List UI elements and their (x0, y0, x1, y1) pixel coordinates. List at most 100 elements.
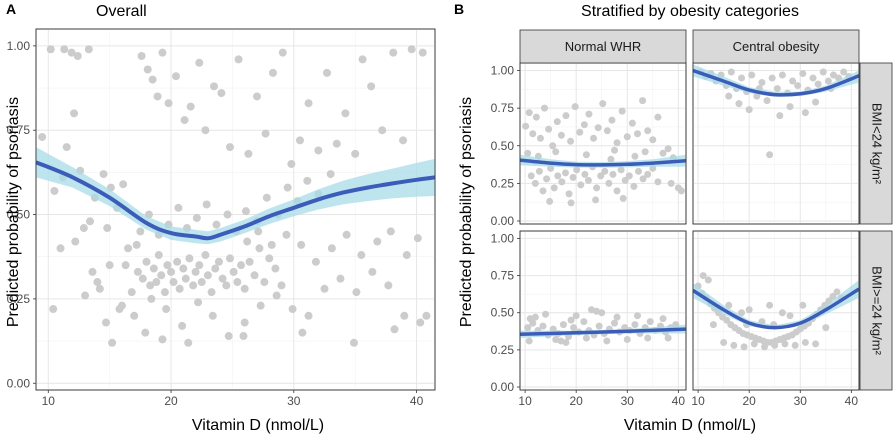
panel-a-point (46, 45, 55, 54)
panel-a-xlabel: Vitamin D (nmol/L) (192, 417, 324, 434)
facet-r0-c0-point (554, 172, 562, 180)
panel-a-point (84, 45, 93, 54)
facet-r0-c1-point (727, 68, 735, 76)
facet-r0-c0-point (546, 197, 554, 205)
facet-r1-c0-xtick-label: 30 (621, 394, 635, 408)
panel-b-title: Stratified by obesity categories (581, 3, 799, 20)
facet-r0-c0-background (519, 62, 687, 225)
panel-a-point (303, 176, 312, 185)
facet-r0-c1-point (763, 97, 771, 105)
facet-r0-c0-point (644, 170, 652, 178)
facet-r1-c0-ytick-label: 1.00 (491, 231, 515, 245)
panel-a-point (56, 244, 65, 253)
facet-r1-c0-point (570, 324, 578, 332)
facet-r0-c0-point (667, 179, 675, 187)
panel-a-point (261, 129, 270, 138)
row-strip-label-0: BMI<24 kg/m² (870, 103, 885, 185)
facet-r1-c0-point (582, 334, 590, 342)
facet-r0-c0-point (545, 125, 553, 133)
facet-r0-c0-ytick-label: 1.00 (491, 64, 515, 78)
facet-r0-c1-point (824, 77, 832, 85)
facet-r1-c0-point (664, 334, 672, 342)
panel-a-point (336, 274, 345, 283)
panel-a-xtick-label: 10 (42, 394, 56, 408)
facet-r0-c0-point (630, 182, 638, 190)
panel-a-point (142, 257, 151, 266)
panel-a-point (174, 203, 183, 212)
facet-r1-c0-point (526, 315, 534, 323)
facet-r0-c1-point (812, 98, 820, 106)
facet-r0-c1-point (829, 71, 837, 79)
facet-r1-c0-point (613, 313, 621, 321)
facet-r0-c0-point (569, 173, 577, 181)
panel-a-point (184, 338, 193, 347)
panel-a-point (73, 51, 82, 60)
facet-r0-c0-point (631, 152, 639, 160)
facet-r1-c1-point (720, 338, 728, 346)
facet-r0-c1-point (768, 74, 776, 82)
facet-r0-c0-point (577, 181, 585, 189)
facet-r0-c0-point (557, 131, 565, 139)
facet-r1-c0-point (580, 318, 588, 326)
facet-r0-c0-point (623, 133, 631, 141)
facet-r0-c0-point (558, 178, 566, 186)
panel-a-point (148, 75, 157, 84)
facet-r0-c0-point (609, 170, 617, 178)
facet-r0-c0-point (567, 199, 575, 207)
facet-r1-c0-point (644, 334, 652, 342)
panel-a-point (203, 271, 212, 280)
panel-b-ylabel: Predicted probability of psoriasis (458, 97, 475, 327)
facet-r0-c0-point (524, 149, 532, 157)
panel-a-point (175, 284, 184, 293)
facet-r1-c1-border (692, 230, 860, 391)
panel-a-point (287, 159, 296, 168)
facet-r1-c1-point (812, 340, 820, 348)
facet-r0-c0-point (613, 187, 621, 195)
panel-a-point (241, 207, 250, 216)
panel-a-point (86, 217, 95, 226)
panel-a-point (181, 274, 190, 283)
facet-r1-c0-ytick-label: 0.25 (491, 343, 515, 357)
facet-r1-c1-point (699, 272, 707, 280)
facet-r0-c0-point (539, 187, 547, 195)
facet-r1-c0-point (598, 309, 606, 317)
panel-a-point (225, 254, 234, 263)
facet-r1-c0-ytick-label: 0.50 (491, 306, 515, 320)
panel-a-point (327, 244, 336, 253)
facet-r1-c1-point (778, 309, 786, 317)
panel-a-point (278, 48, 287, 57)
panel-a-point (138, 274, 147, 283)
facet-r0-c0-point (592, 196, 600, 204)
facet-r0-c0-point (553, 118, 561, 126)
panel-a-point (240, 318, 249, 327)
panel-a-point (160, 288, 169, 297)
panel-a-point (265, 254, 274, 263)
panel-a-point (195, 261, 204, 270)
panel-b-xlabel: Vitamin D (nmol/L) (624, 417, 756, 434)
facet-r0-c0-point (580, 121, 588, 129)
panel-a-point (222, 281, 231, 290)
facet-r1-c0-point (633, 312, 641, 320)
facet-r0-c0-point (541, 104, 549, 112)
panel-a-point (422, 311, 431, 320)
facet-r0-c0-point (603, 127, 611, 135)
facet-r0-c1-point (809, 74, 817, 82)
panel-a-point (277, 281, 286, 290)
facet-r1-c0-point (539, 322, 547, 330)
panel-a-border (35, 28, 436, 391)
facet-r0-c1-fit-line (693, 68, 859, 97)
facet-r1-c1-point (725, 301, 733, 309)
facet-r0-c0-point (628, 119, 636, 127)
panel-a-xtick-label: 40 (410, 394, 424, 408)
panel-a-point (407, 45, 416, 54)
panel-a-point (224, 332, 233, 341)
panel-a-point (121, 261, 130, 270)
panel-a-point (260, 278, 269, 287)
panel-a-point (185, 254, 194, 263)
facet-r0-c0-point (552, 148, 560, 156)
facet-r0-c0-point (601, 167, 609, 175)
panel-a-point (233, 278, 242, 287)
facet-r0-c0-point (561, 169, 569, 177)
facet-r0-c0-point (576, 128, 584, 136)
panel-a-point (314, 146, 323, 155)
